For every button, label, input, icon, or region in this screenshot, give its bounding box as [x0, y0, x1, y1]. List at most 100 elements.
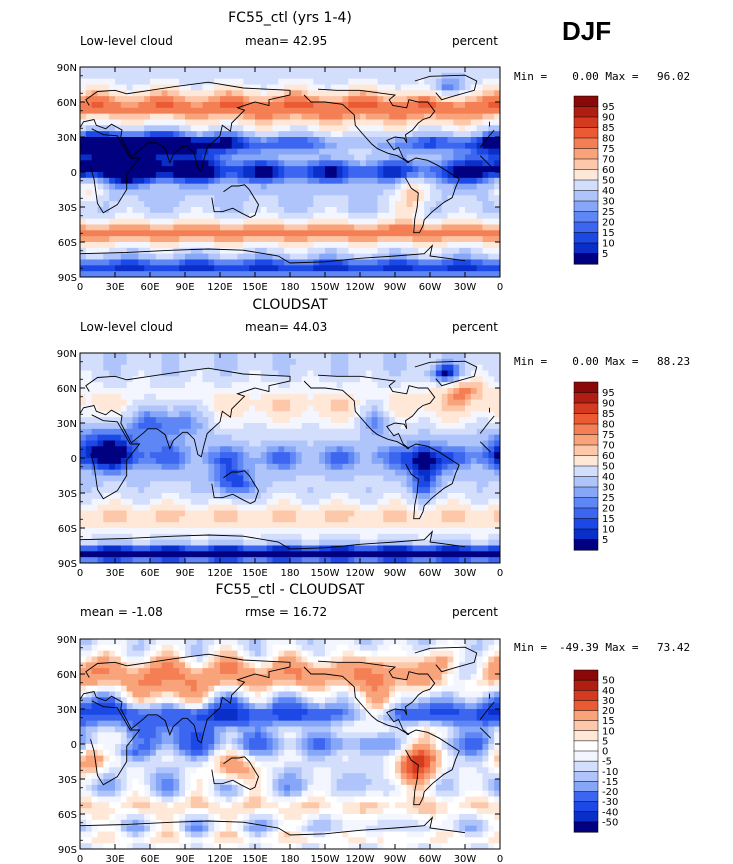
field-cell	[266, 84, 273, 91]
field-cell	[190, 376, 198, 383]
field-cell	[447, 236, 454, 243]
field-cell	[418, 154, 425, 161]
field-cell	[325, 90, 332, 97]
field-cell	[278, 498, 285, 506]
field-cell	[435, 353, 443, 360]
field-cell	[237, 90, 244, 97]
field-cell	[272, 253, 279, 260]
field-cell	[430, 102, 437, 109]
field-cell	[243, 487, 250, 494]
field-cell	[453, 265, 460, 272]
max-label: Max =	[605, 70, 639, 83]
field-cell	[208, 125, 215, 132]
field-cell	[406, 446, 413, 453]
field-cell	[494, 125, 501, 132]
field-cell	[435, 102, 443, 109]
field-cell	[243, 113, 250, 120]
field-cell	[231, 172, 238, 179]
field-cell	[476, 463, 483, 471]
field-cell	[348, 236, 355, 243]
field-cell	[412, 364, 419, 371]
field-cell	[272, 364, 279, 371]
field-cell	[260, 90, 268, 97]
field-cell	[272, 212, 279, 220]
field-cell	[435, 399, 443, 406]
field-cell	[260, 224, 268, 231]
field-cell	[494, 271, 501, 278]
field-cell	[115, 452, 122, 459]
field-cell	[120, 271, 128, 278]
field-cell	[412, 189, 419, 196]
field-cell	[237, 469, 244, 476]
field-cell	[476, 516, 483, 523]
field-cell	[418, 253, 425, 260]
field-cell	[325, 417, 332, 424]
field-cell	[430, 510, 437, 517]
field-cell	[214, 522, 221, 529]
field-cell	[476, 417, 483, 424]
field-cell	[319, 353, 326, 360]
field-cell	[208, 90, 215, 97]
field-cell	[278, 224, 285, 231]
field-cell	[447, 142, 454, 150]
field-cell	[97, 259, 104, 266]
field-cell	[85, 405, 93, 412]
field-cell	[185, 113, 192, 120]
field-cell	[109, 504, 116, 511]
field-cell	[290, 131, 297, 138]
field-cell	[132, 242, 139, 249]
field-cell	[173, 528, 180, 535]
field-cell	[319, 487, 326, 494]
field-cell	[220, 113, 227, 120]
field-cell	[406, 154, 413, 161]
field-cell	[441, 195, 448, 202]
min-value: 0.00	[572, 355, 599, 368]
field-cell	[167, 358, 174, 366]
field-cell	[220, 183, 227, 190]
field-cell	[301, 148, 308, 155]
field-cell	[190, 131, 198, 138]
field-cell	[406, 411, 413, 418]
field-cell	[237, 388, 244, 395]
field-cell	[435, 113, 443, 120]
field-cell	[231, 516, 238, 523]
field-cell	[377, 510, 384, 517]
field-cell	[167, 84, 174, 91]
field-cell	[307, 498, 314, 506]
field-cell	[295, 423, 303, 430]
field-cell	[494, 265, 501, 272]
field-cell	[459, 195, 466, 202]
field-cell	[430, 166, 437, 173]
field-cell	[290, 242, 297, 249]
field-cell	[220, 504, 227, 511]
field-cell	[336, 399, 343, 406]
field-cell	[412, 125, 419, 132]
field-cell	[295, 358, 303, 366]
field-cell	[91, 498, 98, 506]
field-cell	[120, 522, 128, 529]
field-cell	[383, 259, 390, 266]
field-cell	[260, 353, 268, 360]
field-cell	[284, 177, 291, 185]
field-cell	[453, 463, 460, 471]
field-cell	[231, 487, 238, 494]
field-cell	[319, 102, 326, 109]
field-cell	[488, 195, 495, 202]
field-cell	[295, 393, 303, 401]
field-cell	[418, 183, 425, 190]
field-cell	[377, 160, 384, 167]
field-cell	[190, 107, 198, 115]
field-cell	[360, 242, 367, 249]
field-cell	[453, 78, 460, 85]
field-cell	[208, 247, 215, 255]
field-cell	[406, 218, 413, 225]
field-cell	[330, 428, 338, 436]
field-cell	[400, 160, 408, 167]
field-cell	[360, 411, 367, 418]
field-cell	[365, 67, 373, 74]
field-cell	[389, 242, 396, 249]
field-cell	[459, 78, 466, 85]
field-cell	[272, 265, 279, 272]
field-cell	[307, 271, 314, 278]
field-cell	[476, 498, 483, 506]
